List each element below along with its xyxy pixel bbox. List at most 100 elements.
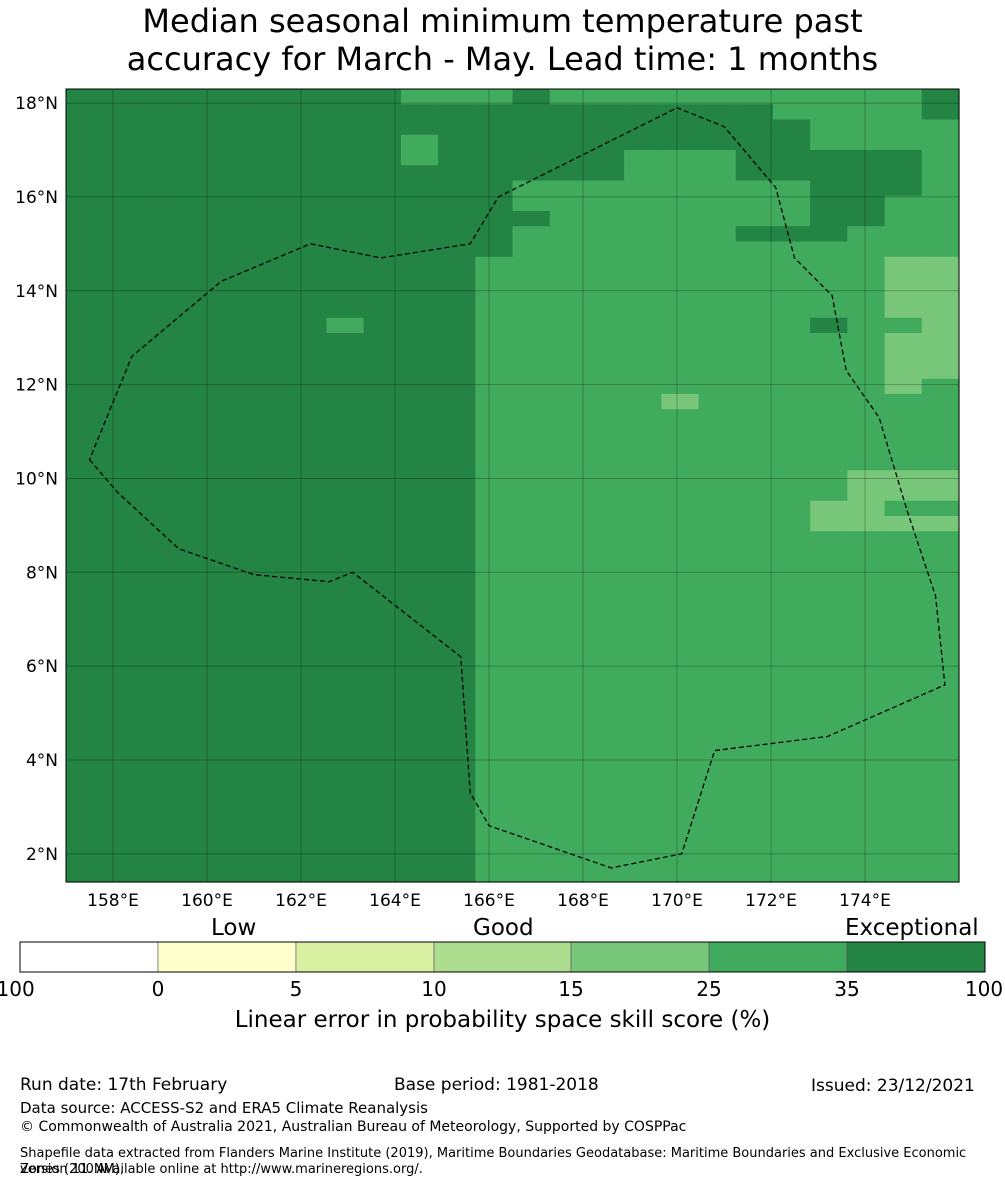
grid-cell [810,119,848,136]
grid-cell [252,363,290,380]
grid-cell [214,89,253,105]
grid-cell [772,699,811,715]
grid-cell [624,333,662,349]
grid-cell [140,302,179,319]
grid-cell [400,241,439,258]
grid-cell [847,150,886,166]
grid-cell [140,363,179,380]
grid-cell [586,607,625,624]
map-title: Median seasonal minimum temperature past… [0,2,1005,78]
grid-cell [549,531,588,548]
grid-cell [586,699,625,715]
grid-cell [921,821,960,837]
grid-cell [177,287,216,304]
grid-cell [475,729,514,746]
grid-cell [549,165,588,182]
grid-cell [363,821,402,837]
grid-cell [512,821,551,837]
grid-cell [289,653,328,670]
grid-cell [326,866,365,883]
grid-cell [884,119,923,136]
grid-cell [698,256,737,273]
latitude-tick-label: 10°N [15,469,58,489]
grid-cell [326,546,365,563]
grid-cell [735,256,774,273]
grid-cell [847,683,886,700]
grid-cell [921,195,960,212]
grid-cell [847,226,886,243]
grid-cell [624,561,662,578]
grid-cell [214,195,253,212]
grid-cell [214,577,253,593]
grid-cell [884,180,923,197]
grid-cell [586,790,625,807]
grid-cell [438,119,476,136]
grid-cell [772,256,811,273]
grid-cell [326,241,365,258]
grid-cell [475,302,514,319]
latitude-tick-label: 16°N [15,188,58,208]
grid-cell [400,165,439,182]
grid-cell [847,165,886,182]
category-exceptional-label: Exceptional [845,915,979,941]
grid-cell [475,150,514,166]
grid-cell [921,394,960,410]
grid-cell [438,622,476,639]
grid-cell [140,790,179,807]
grid-cell [847,241,886,258]
grid-cell [438,195,476,212]
grid-cell [810,775,848,792]
grid-cell [549,348,588,365]
grid-cell [847,592,886,609]
grid-cell [400,683,439,700]
grid-cell [326,180,365,197]
grid-cell [214,180,253,197]
grid-cell [735,302,774,319]
grid-cell [884,195,923,212]
grid-cell [698,180,737,197]
grid-cell [66,165,104,182]
run-date: Run date: 17th February [20,1075,228,1095]
grid-cell [289,546,328,563]
grid-cell [214,150,253,166]
grid-cell [549,119,588,136]
colorbar-tick: 10 [421,977,447,1001]
grid-cell [475,714,514,731]
grid-cell [289,165,328,182]
grid-cell [847,317,886,334]
grid-cell [624,866,662,883]
grid-cell [289,134,328,151]
grid-cell [214,333,253,349]
grid-cell [624,150,662,166]
grid-cell [140,821,179,837]
grid-cell [177,150,216,166]
grid-cell [400,89,439,105]
grid-cell [438,653,476,670]
grid-cell [363,561,402,578]
grid-cell [884,729,923,746]
grid-cell [103,714,142,731]
grid-cell [140,500,179,517]
grid-cell [735,134,774,151]
grid-cell [400,180,439,197]
grid-cell [103,760,142,776]
grid-cell [698,683,737,700]
grid-cell [214,805,253,822]
grid-cell [400,531,439,548]
grid-cell [624,775,662,792]
grid-cell [661,226,700,243]
grid-cell [921,805,960,822]
grid-cell [549,333,588,349]
grid-cell [661,439,700,456]
grid-cell [810,607,848,624]
longitude-tick-label: 160°E [181,891,233,911]
grid-cell [400,622,439,639]
grid-cell [810,363,848,380]
grid-cell [140,134,179,151]
grid-cell [735,89,774,105]
grid-cell [847,195,886,212]
grid-cell [586,760,625,776]
grid-cell [400,104,439,121]
grid-cell [586,394,625,410]
grid-cell [847,516,886,532]
